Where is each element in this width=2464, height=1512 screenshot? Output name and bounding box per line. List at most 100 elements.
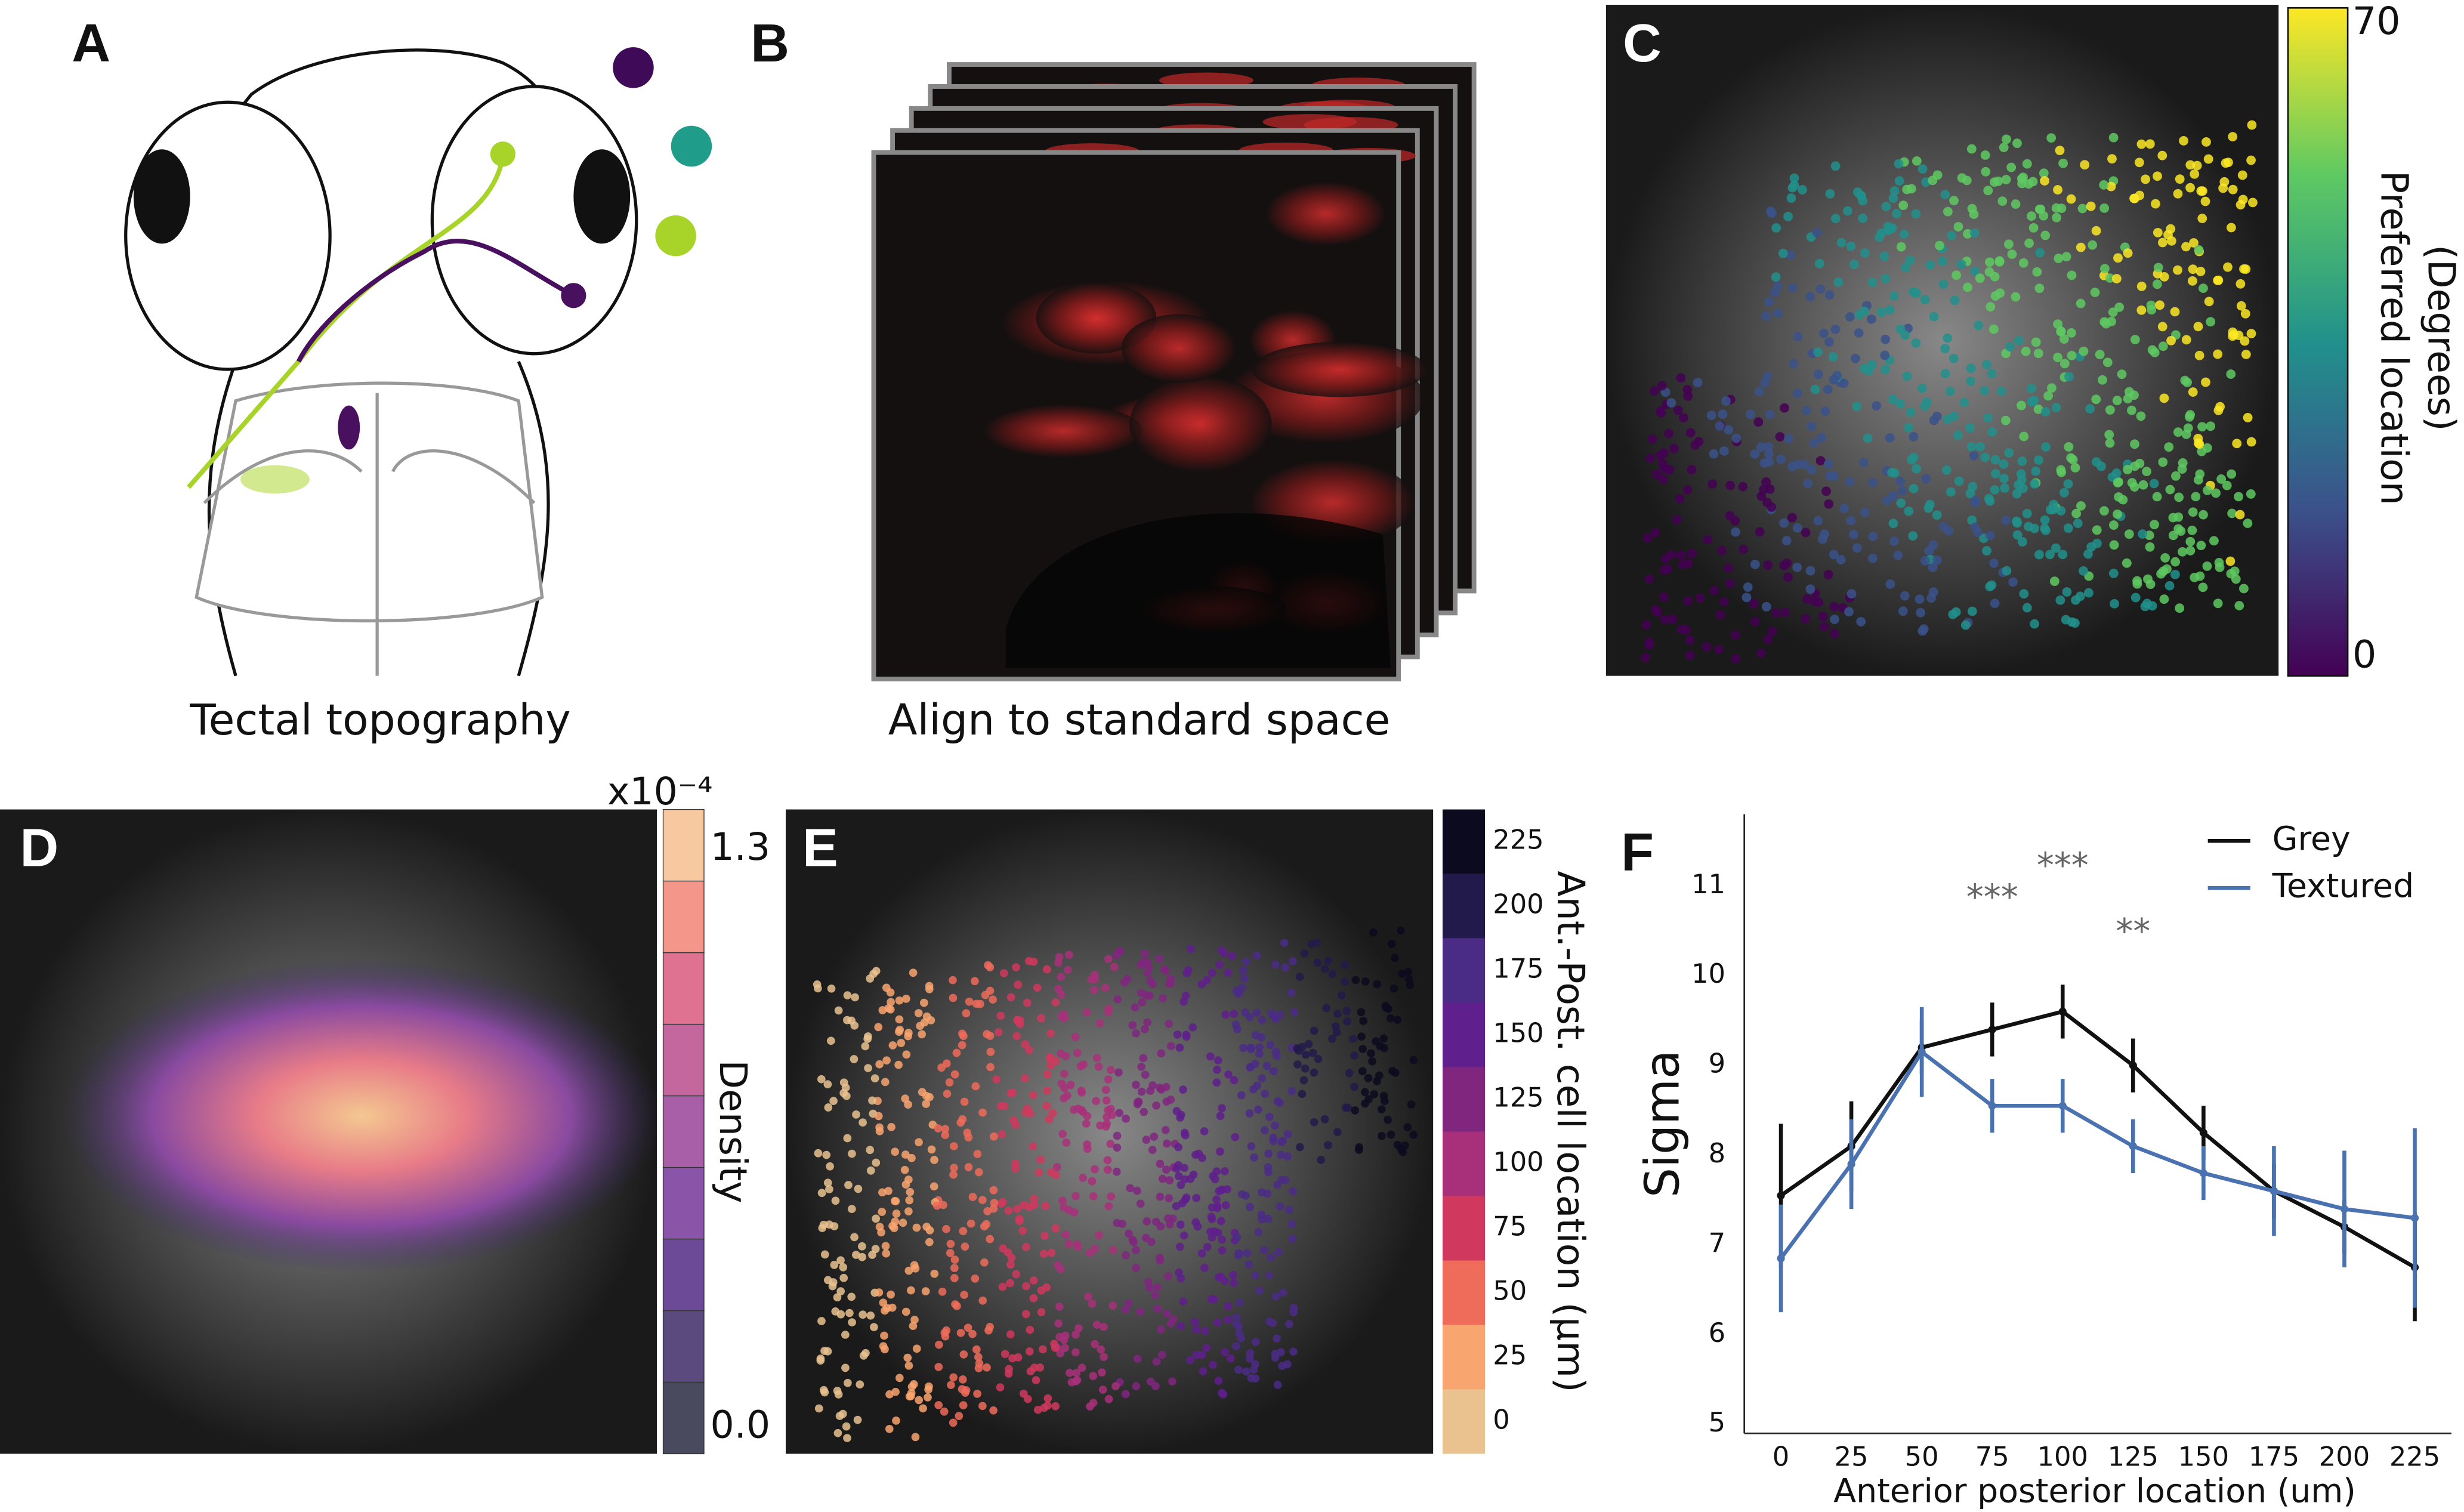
cell-dot [1289, 1308, 1298, 1316]
cell-dot [1779, 518, 1789, 528]
cell-dot [1341, 1103, 1350, 1112]
cell-dot [1393, 1140, 1402, 1149]
cell-dot [888, 1041, 897, 1050]
cell-dot [1051, 1224, 1060, 1233]
cell-dot [2014, 335, 2024, 345]
cell-dot [868, 1096, 876, 1105]
cell-dot [1925, 260, 1935, 270]
cell-dot [874, 1023, 883, 1032]
cell-dot [1200, 1326, 1209, 1335]
cell-dot [1101, 1085, 1110, 1094]
cell-dot [1271, 1292, 1280, 1301]
cell-dot [1077, 1363, 1086, 1372]
cell-dot [1807, 421, 1816, 431]
cell-dot [1746, 409, 1756, 419]
cell-dot [1280, 939, 1289, 948]
cell-dot [2059, 359, 2070, 369]
cell-dot [1920, 556, 1930, 566]
pupil [573, 149, 631, 244]
cell-dot [2001, 175, 2011, 184]
cell-dot [1202, 1344, 1211, 1352]
cell-dot [946, 1239, 955, 1248]
cell-dot [1889, 291, 1899, 301]
cell-dot [1179, 1085, 1187, 1094]
cell-dot [1384, 1115, 1392, 1124]
cell-dot [901, 1150, 910, 1159]
cell-dot [1045, 1054, 1054, 1063]
cell-dot [1894, 176, 1904, 186]
cell-dot [1337, 991, 1346, 1000]
cell-dot [2197, 422, 2207, 432]
cell-dot [1959, 397, 1969, 408]
cell-dot [1966, 144, 1977, 154]
cell-dot [2067, 328, 2076, 338]
point [2340, 1205, 2349, 1213]
cell-dot [1252, 951, 1261, 960]
cell-dot [830, 1222, 839, 1230]
cell-dot [1767, 627, 1777, 637]
cell-dot [884, 1187, 893, 1195]
cell-dot [1212, 1167, 1221, 1176]
cell-dot [2192, 161, 2202, 171]
cell-dot [2231, 574, 2241, 584]
cell-dot [1765, 409, 1775, 419]
colorbar-tick-label: 175 [1493, 953, 1543, 985]
cell-dot [869, 970, 878, 978]
cell-dot [2145, 579, 2156, 590]
cell-dot [1052, 1163, 1061, 1171]
cell-dot [2236, 301, 2246, 311]
cell-dot [823, 1178, 832, 1187]
cell-dot [1273, 1180, 1282, 1189]
cell-dot [960, 1097, 969, 1106]
cell-dot [895, 996, 904, 1005]
cell-dot [998, 1130, 1006, 1138]
cell-dot [1984, 493, 1994, 504]
cell-dot [872, 1214, 880, 1223]
cell-dot [1880, 350, 1890, 360]
axon-green [187, 156, 505, 489]
cell-dot [1128, 1021, 1137, 1030]
cell-dot [1120, 978, 1129, 987]
cell-dot [1200, 1127, 1209, 1135]
cell-dot [2062, 587, 2072, 597]
cell-dot [1975, 273, 1985, 283]
colorbar-segment [662, 880, 705, 954]
cell-dot [2055, 595, 2065, 605]
cell-dot [1885, 433, 1895, 443]
cell-dot [1379, 1034, 1388, 1043]
cell-dot [2017, 178, 2027, 189]
cell-dot [1932, 170, 1943, 180]
cell-dot [2000, 483, 2010, 493]
x-tick-label: 150 [2178, 1440, 2229, 1472]
cell-dot [1103, 1113, 1111, 1122]
cell-dot [1970, 522, 1980, 532]
cell-dot [2203, 154, 2213, 164]
cell-dot [1165, 1019, 1174, 1028]
cell-dot [2123, 248, 2133, 258]
cell-dot [1077, 1088, 1086, 1097]
cell-dot [1985, 530, 1995, 541]
cell-dot [1267, 1009, 1276, 1018]
cell-dot [1224, 1302, 1233, 1311]
cell-dot [934, 1401, 943, 1409]
cell-dot [1243, 1249, 1252, 1258]
cell-dot [2108, 132, 2119, 143]
cell-dot [1004, 1206, 1013, 1215]
cell-dot [1709, 585, 1719, 595]
cell-dot [1957, 173, 1967, 183]
cell-dot [1057, 973, 1066, 982]
cell-dot [1724, 563, 1733, 573]
cell-dot [1999, 473, 2009, 483]
cell-dot [1112, 951, 1120, 960]
y-tick-label: 9 [1709, 1048, 1725, 1079]
cell-dot [975, 1359, 984, 1368]
cell-dot [1793, 388, 1802, 399]
cell-dot [2173, 524, 2184, 534]
cell-dot [2040, 515, 2050, 525]
cell-dot [1097, 1368, 1106, 1377]
cell-dot [1907, 455, 1916, 465]
cell-dot [2000, 415, 2011, 425]
cell-dot [915, 1396, 923, 1405]
cell-dot [1250, 1153, 1258, 1162]
cell-dot [1104, 1394, 1113, 1403]
